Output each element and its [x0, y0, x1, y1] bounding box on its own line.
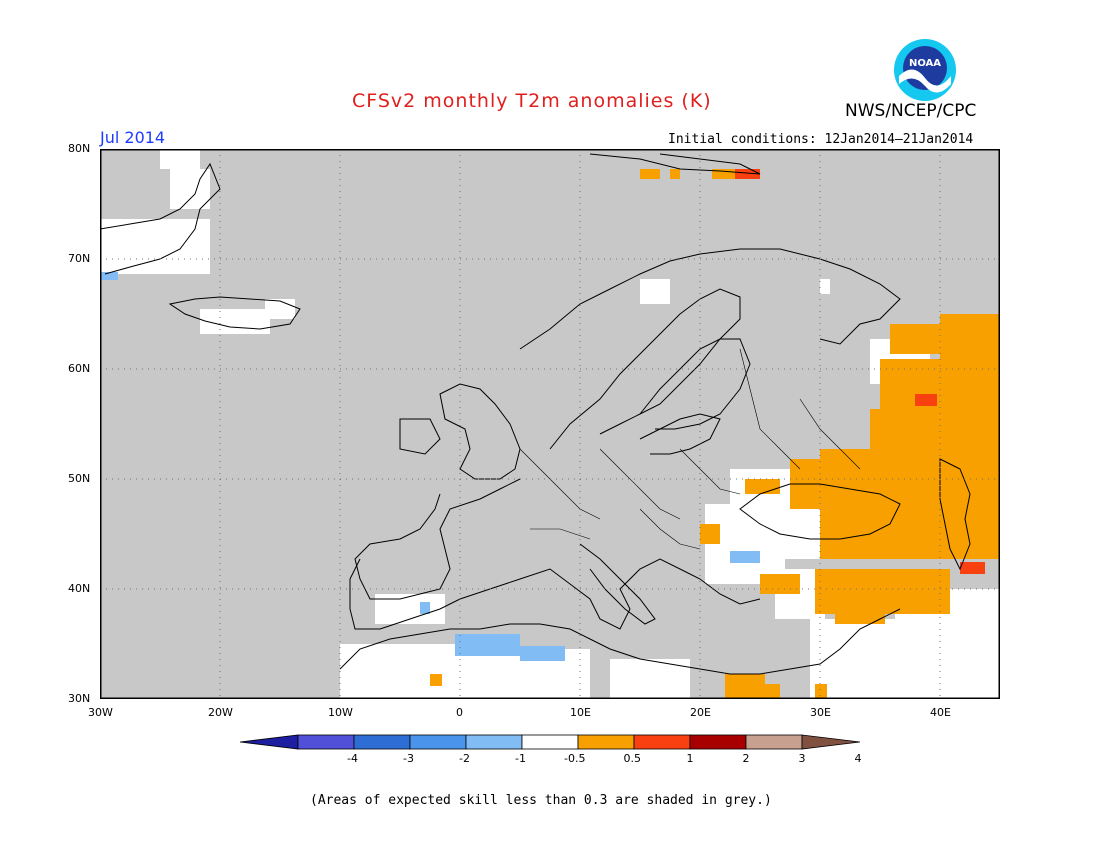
- lon-label-10w: 10W: [328, 706, 353, 719]
- colorbar-tick-label: 4: [854, 752, 862, 765]
- colorbar-tick-label: 2: [742, 752, 750, 765]
- map-frame: [100, 149, 1000, 699]
- colorbar-cell: [297, 734, 355, 750]
- lon-label-30w: 30W: [88, 706, 113, 719]
- lat-label-80n: 80N: [68, 142, 91, 155]
- lon-label-0: 0: [456, 706, 463, 719]
- negative-anomaly-areas: [100, 272, 760, 661]
- coastlines: [100, 153, 971, 675]
- borders: [519, 348, 861, 550]
- lat-label-40n: 40N: [68, 582, 91, 595]
- colorbar-cell: [745, 734, 803, 750]
- skill-note: (Areas of expected skill less than 0.3 a…: [310, 793, 772, 808]
- colorbar-tick-label: -1: [515, 752, 526, 765]
- organization-label: NWS/NCEP/CPC: [845, 101, 977, 121]
- graticule: [100, 149, 1000, 699]
- lon-label-40e: 40E: [930, 706, 951, 719]
- colorbar: [240, 734, 860, 750]
- noaa-logo: NOAA: [894, 39, 956, 101]
- strong-positive-areas: [735, 169, 985, 574]
- colorbar-tick-label: 0.5: [623, 752, 642, 765]
- lon-label-20w: 20W: [208, 706, 233, 719]
- lat-label-60n: 60N: [68, 362, 91, 375]
- colorbar-tick-label: 3: [798, 752, 806, 765]
- colorbar-cell: [353, 734, 411, 750]
- colorbar-cell: [521, 734, 579, 750]
- colorbar-tick-label: -3: [403, 752, 414, 765]
- lat-label-30n: 30N: [68, 692, 91, 705]
- colorbar-cell: [240, 734, 299, 750]
- lon-label-20e: 20E: [690, 706, 711, 719]
- anomaly-map: [100, 149, 1000, 699]
- colorbar-cell: [633, 734, 691, 750]
- colorbar-tick-label: -4: [347, 752, 358, 765]
- colorbar-cell: [409, 734, 467, 750]
- logo-text: NOAA: [909, 58, 941, 69]
- colorbar-tick-label: -0.5: [564, 752, 586, 765]
- forecast-month: Jul 2014: [100, 128, 166, 147]
- lat-label-70n: 70N: [68, 252, 91, 265]
- lon-label-10e: 10E: [570, 706, 591, 719]
- colorbar-cell: [689, 734, 747, 750]
- lon-label-30e: 30E: [810, 706, 831, 719]
- colorbar-cell: [801, 734, 860, 750]
- colorbar-cell: [465, 734, 523, 750]
- lat-label-50n: 50N: [68, 472, 91, 485]
- initial-conditions: Initial conditions: 12Jan2014–21Jan2014: [668, 132, 974, 147]
- colorbar-tick-label: 1: [686, 752, 694, 765]
- colorbar-tick-label: -2: [459, 752, 470, 765]
- colorbar-cell: [577, 734, 635, 750]
- map-title: CFSv2 monthly T2m anomalies (K): [352, 90, 712, 112]
